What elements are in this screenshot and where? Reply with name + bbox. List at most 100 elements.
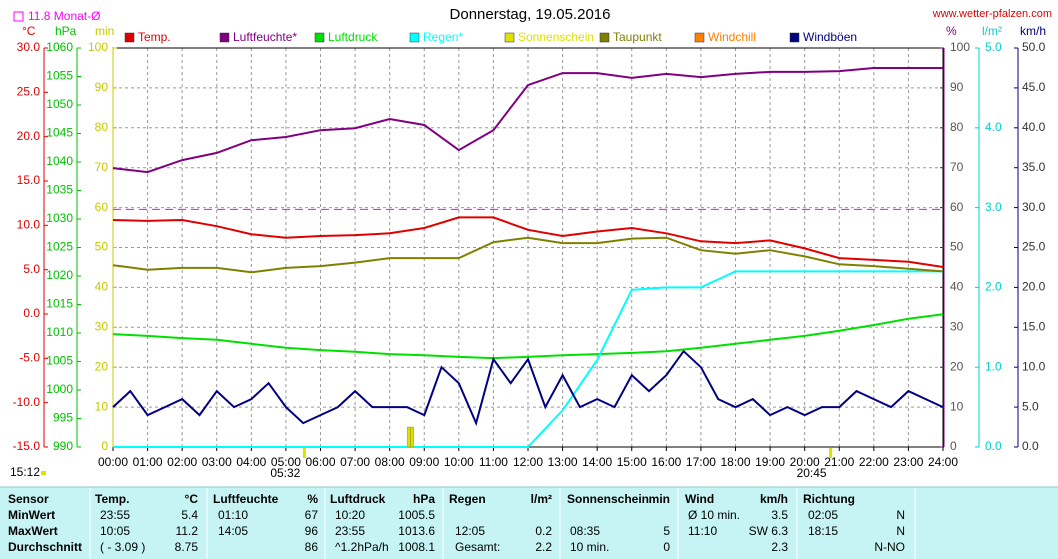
y-tick-label: 1045 bbox=[46, 126, 73, 140]
table-header: hPa bbox=[413, 492, 435, 506]
y-tick-label: 10.0 bbox=[1022, 359, 1046, 373]
x-tick-label: 02:00 bbox=[167, 455, 197, 469]
legend-swatch bbox=[694, 32, 705, 43]
table-background bbox=[0, 487, 1058, 559]
table-cell: 10 min. bbox=[570, 540, 609, 554]
table-cell: N bbox=[896, 524, 905, 538]
table-cell: 3.5 bbox=[771, 508, 788, 522]
series-line bbox=[112, 216, 944, 268]
y-tick-label: 1030 bbox=[46, 211, 73, 225]
legend-swatch bbox=[124, 32, 135, 43]
x-tick-label: 12:00 bbox=[513, 455, 543, 469]
y-tick-label: 1025 bbox=[46, 240, 73, 254]
table-cell: ^1.2hPa/h bbox=[335, 540, 389, 554]
x-tick-label: 09:00 bbox=[409, 455, 439, 469]
y-tick-label: -5.0 bbox=[19, 351, 40, 365]
legend-swatch bbox=[599, 32, 610, 43]
table-cell: 67 bbox=[305, 508, 319, 522]
table-cell: ( - 3.09 ) bbox=[100, 540, 145, 554]
y-tick-label: 60 bbox=[950, 200, 964, 214]
table-cell: 10:20 bbox=[335, 508, 365, 522]
legend-label: Luftdruck bbox=[328, 30, 378, 44]
axis-title: km/h bbox=[1020, 24, 1046, 38]
y-tick-label: -10.0 bbox=[13, 395, 41, 409]
chart-title: Donnerstag, 19.05.2016 bbox=[450, 6, 611, 23]
axis-title: l/m² bbox=[982, 24, 1002, 38]
table-cell: 8.75 bbox=[175, 540, 199, 554]
y-tick-label: 30.0 bbox=[17, 40, 41, 54]
y-tick-label: 60 bbox=[95, 200, 109, 214]
y-tick-label: 15.0 bbox=[1022, 319, 1046, 333]
current-time-marker bbox=[41, 471, 46, 475]
axis-title: % bbox=[946, 24, 957, 38]
legend-label: Windböen bbox=[803, 30, 857, 44]
y-tick-label: 1005 bbox=[46, 354, 73, 368]
y-tick-label: 0.0 bbox=[985, 439, 1002, 453]
y-tick-label: 80 bbox=[95, 120, 109, 134]
y-tick-label: 70 bbox=[95, 160, 109, 174]
table-header: % bbox=[307, 492, 318, 506]
annotation: 05:32 bbox=[270, 466, 300, 480]
y-tick-label: 30 bbox=[950, 319, 964, 333]
x-tick-label: 20:00 bbox=[790, 455, 820, 469]
table-cell: 02:05 bbox=[808, 508, 838, 522]
x-tick-label: 22:00 bbox=[859, 455, 889, 469]
table-cell: N bbox=[896, 508, 905, 522]
table-header: Richtung bbox=[803, 492, 855, 506]
y-tick-label: 40.0 bbox=[1022, 120, 1046, 134]
y-tick-label: 20.0 bbox=[17, 129, 41, 143]
axis-title: min bbox=[95, 24, 114, 38]
y-tick-label: 1.0 bbox=[985, 359, 1002, 373]
y-tick-label: 100 bbox=[88, 40, 108, 54]
reference-icon bbox=[13, 11, 24, 22]
y-tick-label: 0 bbox=[950, 439, 957, 453]
legend-swatch bbox=[409, 32, 420, 43]
y-tick-label: 90 bbox=[950, 80, 964, 94]
table-cell: 01:10 bbox=[218, 508, 248, 522]
x-tick-label: 01:00 bbox=[133, 455, 163, 469]
y-tick-label: 1035 bbox=[46, 183, 73, 197]
table-cell: 08:35 bbox=[570, 524, 600, 538]
table-cell: Ø 10 min. bbox=[688, 508, 740, 522]
legend-swatch bbox=[314, 32, 325, 43]
source: www.wetter-pfalzen.com bbox=[932, 8, 1052, 20]
table-cell: 86 bbox=[305, 540, 319, 554]
y-tick-label: 0 bbox=[101, 439, 108, 453]
y-tick-label: 1050 bbox=[46, 97, 73, 111]
y-tick-label: 990 bbox=[53, 439, 73, 453]
table-cell: Durchschnitt bbox=[8, 540, 82, 554]
x-tick-label: 16:00 bbox=[651, 455, 681, 469]
x-tick-label: 08:00 bbox=[375, 455, 405, 469]
table-cell: 11.2 bbox=[176, 524, 199, 538]
table-header: Regen bbox=[449, 492, 486, 506]
x-tick-label: 10:00 bbox=[444, 455, 474, 469]
y-tick-label: 70 bbox=[950, 160, 964, 174]
y-tick-label: 1060 bbox=[46, 40, 73, 54]
series-line bbox=[112, 67, 943, 174]
x-tick-label: 11:00 bbox=[479, 455, 508, 469]
y-tick-label: 5.0 bbox=[23, 262, 40, 276]
x-tick-label: 06:00 bbox=[305, 455, 335, 469]
table-cell: 12:05 bbox=[455, 524, 485, 538]
sun-marker bbox=[829, 448, 833, 458]
series-line bbox=[113, 270, 943, 448]
y-tick-label: 30.0 bbox=[1022, 200, 1046, 214]
axis-title: hPa bbox=[55, 24, 77, 38]
table-cell: 14:05 bbox=[218, 524, 248, 538]
sun-marker bbox=[302, 448, 306, 458]
y-tick-label: 5.0 bbox=[985, 40, 1002, 54]
sunshine-bar bbox=[410, 426, 414, 448]
series-line bbox=[112, 236, 944, 274]
y-tick-label: 1015 bbox=[46, 297, 73, 311]
y-tick-label: 45.0 bbox=[1022, 80, 1046, 94]
x-tick-label: 13:00 bbox=[548, 455, 578, 469]
y-tick-label: 25.0 bbox=[17, 85, 41, 99]
y-tick-label: 0.0 bbox=[1022, 439, 1039, 453]
table-header: Luftfeuchte bbox=[213, 492, 279, 506]
table-header: min bbox=[649, 492, 670, 506]
table-cell: 2.2 bbox=[535, 540, 552, 554]
x-tick-label: 14:00 bbox=[582, 455, 612, 469]
legend-label: Luftfeuchte* bbox=[233, 30, 297, 44]
table-cell: 0 bbox=[663, 540, 670, 554]
